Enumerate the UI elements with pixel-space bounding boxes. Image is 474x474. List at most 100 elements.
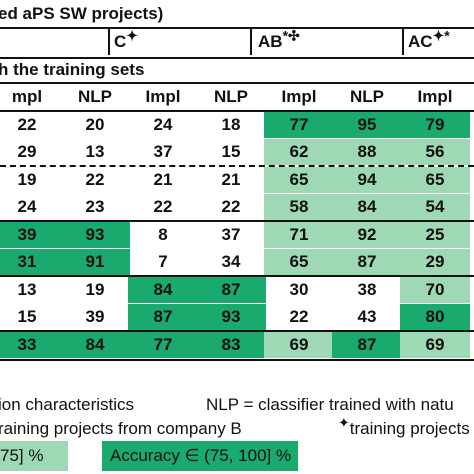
table-cell: 22 xyxy=(85,170,105,189)
group-rule-4 xyxy=(0,330,474,332)
section-ab-name: AB xyxy=(258,32,283,51)
table-cell: 15 xyxy=(17,307,37,326)
table-cell: 24 xyxy=(17,197,37,216)
table-cell: 37 xyxy=(221,225,241,244)
table-cell: 24 xyxy=(153,115,173,134)
column-header: Impl xyxy=(281,87,317,106)
section-ab-label: AB*✣ xyxy=(258,28,300,52)
group-rule-3 xyxy=(0,275,474,277)
legend-medium-label: 75] % xyxy=(0,446,44,465)
nlp-description: NLP = classifier trained with natu xyxy=(206,395,454,414)
section-ab-mark: *✣ xyxy=(282,27,300,44)
table-bottom-rule xyxy=(0,359,474,361)
impl-description: ion characteristics xyxy=(0,395,135,414)
group-title: ed aPS SW projects) xyxy=(0,4,164,23)
table-cell: 38 xyxy=(357,280,377,299)
table-cell: 65 xyxy=(400,167,470,193)
subtitle: h the training sets xyxy=(0,60,145,79)
table-cell: 56 xyxy=(400,139,470,165)
legend-high: Accuracy ∈ (75, 100] % xyxy=(102,441,298,471)
mark-note-symbol: ✦ xyxy=(338,414,350,431)
table-cell: 39 xyxy=(0,222,62,248)
table-cell: 29 xyxy=(400,249,470,275)
divider-c xyxy=(108,29,110,55)
table-cell: 13 xyxy=(17,280,37,299)
table-cell: 92 xyxy=(332,222,402,248)
table-cell: 58 xyxy=(264,194,334,220)
table-cell: 39 xyxy=(85,307,105,326)
table-cell: 31 xyxy=(0,249,62,275)
column-header: mpl xyxy=(11,87,43,106)
table-cell: 94 xyxy=(332,167,402,193)
header-rule-top xyxy=(0,27,474,29)
table-cell: 84 xyxy=(60,332,130,358)
table-cell: 15 xyxy=(221,142,241,161)
table-cell: 22 xyxy=(17,115,37,134)
table-cell: 71 xyxy=(264,222,334,248)
table-cell: 62 xyxy=(264,139,334,165)
table-cell: 18 xyxy=(221,115,241,134)
table-cell: 19 xyxy=(85,280,105,299)
company-b-note: raining projects from company B xyxy=(0,419,242,438)
table-cell: 87 xyxy=(332,332,402,358)
header-rule-3 xyxy=(0,82,474,84)
table-cell: 65 xyxy=(264,167,334,193)
table-cell: 22 xyxy=(289,307,309,326)
table-cell: 84 xyxy=(128,277,198,303)
table-cell: 93 xyxy=(60,222,130,248)
table-cell: 69 xyxy=(264,332,334,358)
table-cell: 20 xyxy=(85,115,105,134)
table-cell: 83 xyxy=(196,332,266,358)
table-cell: 91 xyxy=(60,249,130,275)
table-cell: 29 xyxy=(17,142,37,161)
section-c-name: C xyxy=(114,32,127,51)
mark-note: ✦training projects fr xyxy=(338,415,474,439)
table-cell: 22 xyxy=(221,197,241,216)
column-header: NLP xyxy=(350,87,384,106)
section-ac-name: AC xyxy=(408,32,433,51)
table-cell: 87 xyxy=(128,304,198,330)
column-header: Impl xyxy=(145,87,181,106)
column-header: NLP xyxy=(78,87,112,106)
table-cell: 88 xyxy=(332,139,402,165)
table-cell: 65 xyxy=(264,249,334,275)
table-cell: 80 xyxy=(400,304,470,330)
table-cell: 79 xyxy=(400,112,470,138)
table-cell: 7 xyxy=(158,252,168,271)
table-cell: 13 xyxy=(85,142,105,161)
table-cell: 84 xyxy=(332,194,402,220)
table-cell: 25 xyxy=(400,222,470,248)
column-header: NLP xyxy=(214,87,248,106)
table-cell: 77 xyxy=(128,332,198,358)
table-cell: 33 xyxy=(0,332,62,358)
table-cell: 95 xyxy=(332,112,402,138)
section-c-mark: ✦ xyxy=(126,27,139,44)
section-ac-mark: ✦* xyxy=(432,27,450,44)
legend-high-label: Accuracy ∈ (75, 100] % xyxy=(110,446,292,465)
header-rule-2 xyxy=(0,57,474,59)
table-cell: 54 xyxy=(400,194,470,220)
section-ac-label: AC✦* xyxy=(408,28,450,52)
divider-ac xyxy=(402,29,404,55)
column-header-rule xyxy=(0,110,474,112)
table-cell: 87 xyxy=(332,249,402,275)
table-cell: 70 xyxy=(400,277,470,303)
table-cell: 21 xyxy=(153,170,173,189)
table-cell: 30 xyxy=(289,280,309,299)
table-cell: 87 xyxy=(196,277,266,303)
table-cell: 77 xyxy=(264,112,334,138)
dashed-separator xyxy=(0,165,474,167)
table-cell: 8 xyxy=(158,225,168,244)
group-rule-2 xyxy=(0,220,474,222)
table-cell: 34 xyxy=(221,252,241,271)
legend-medium: 75] % xyxy=(0,441,68,471)
table-cell: 43 xyxy=(357,307,377,326)
table-cell: 19 xyxy=(17,170,37,189)
table-cell: 23 xyxy=(85,197,105,216)
table-cell: 37 xyxy=(153,142,173,161)
section-c-label: C✦ xyxy=(114,28,138,52)
mark-note-text: training projects fr xyxy=(349,419,474,438)
divider-ab xyxy=(250,29,252,55)
table-cell: 22 xyxy=(153,197,173,216)
